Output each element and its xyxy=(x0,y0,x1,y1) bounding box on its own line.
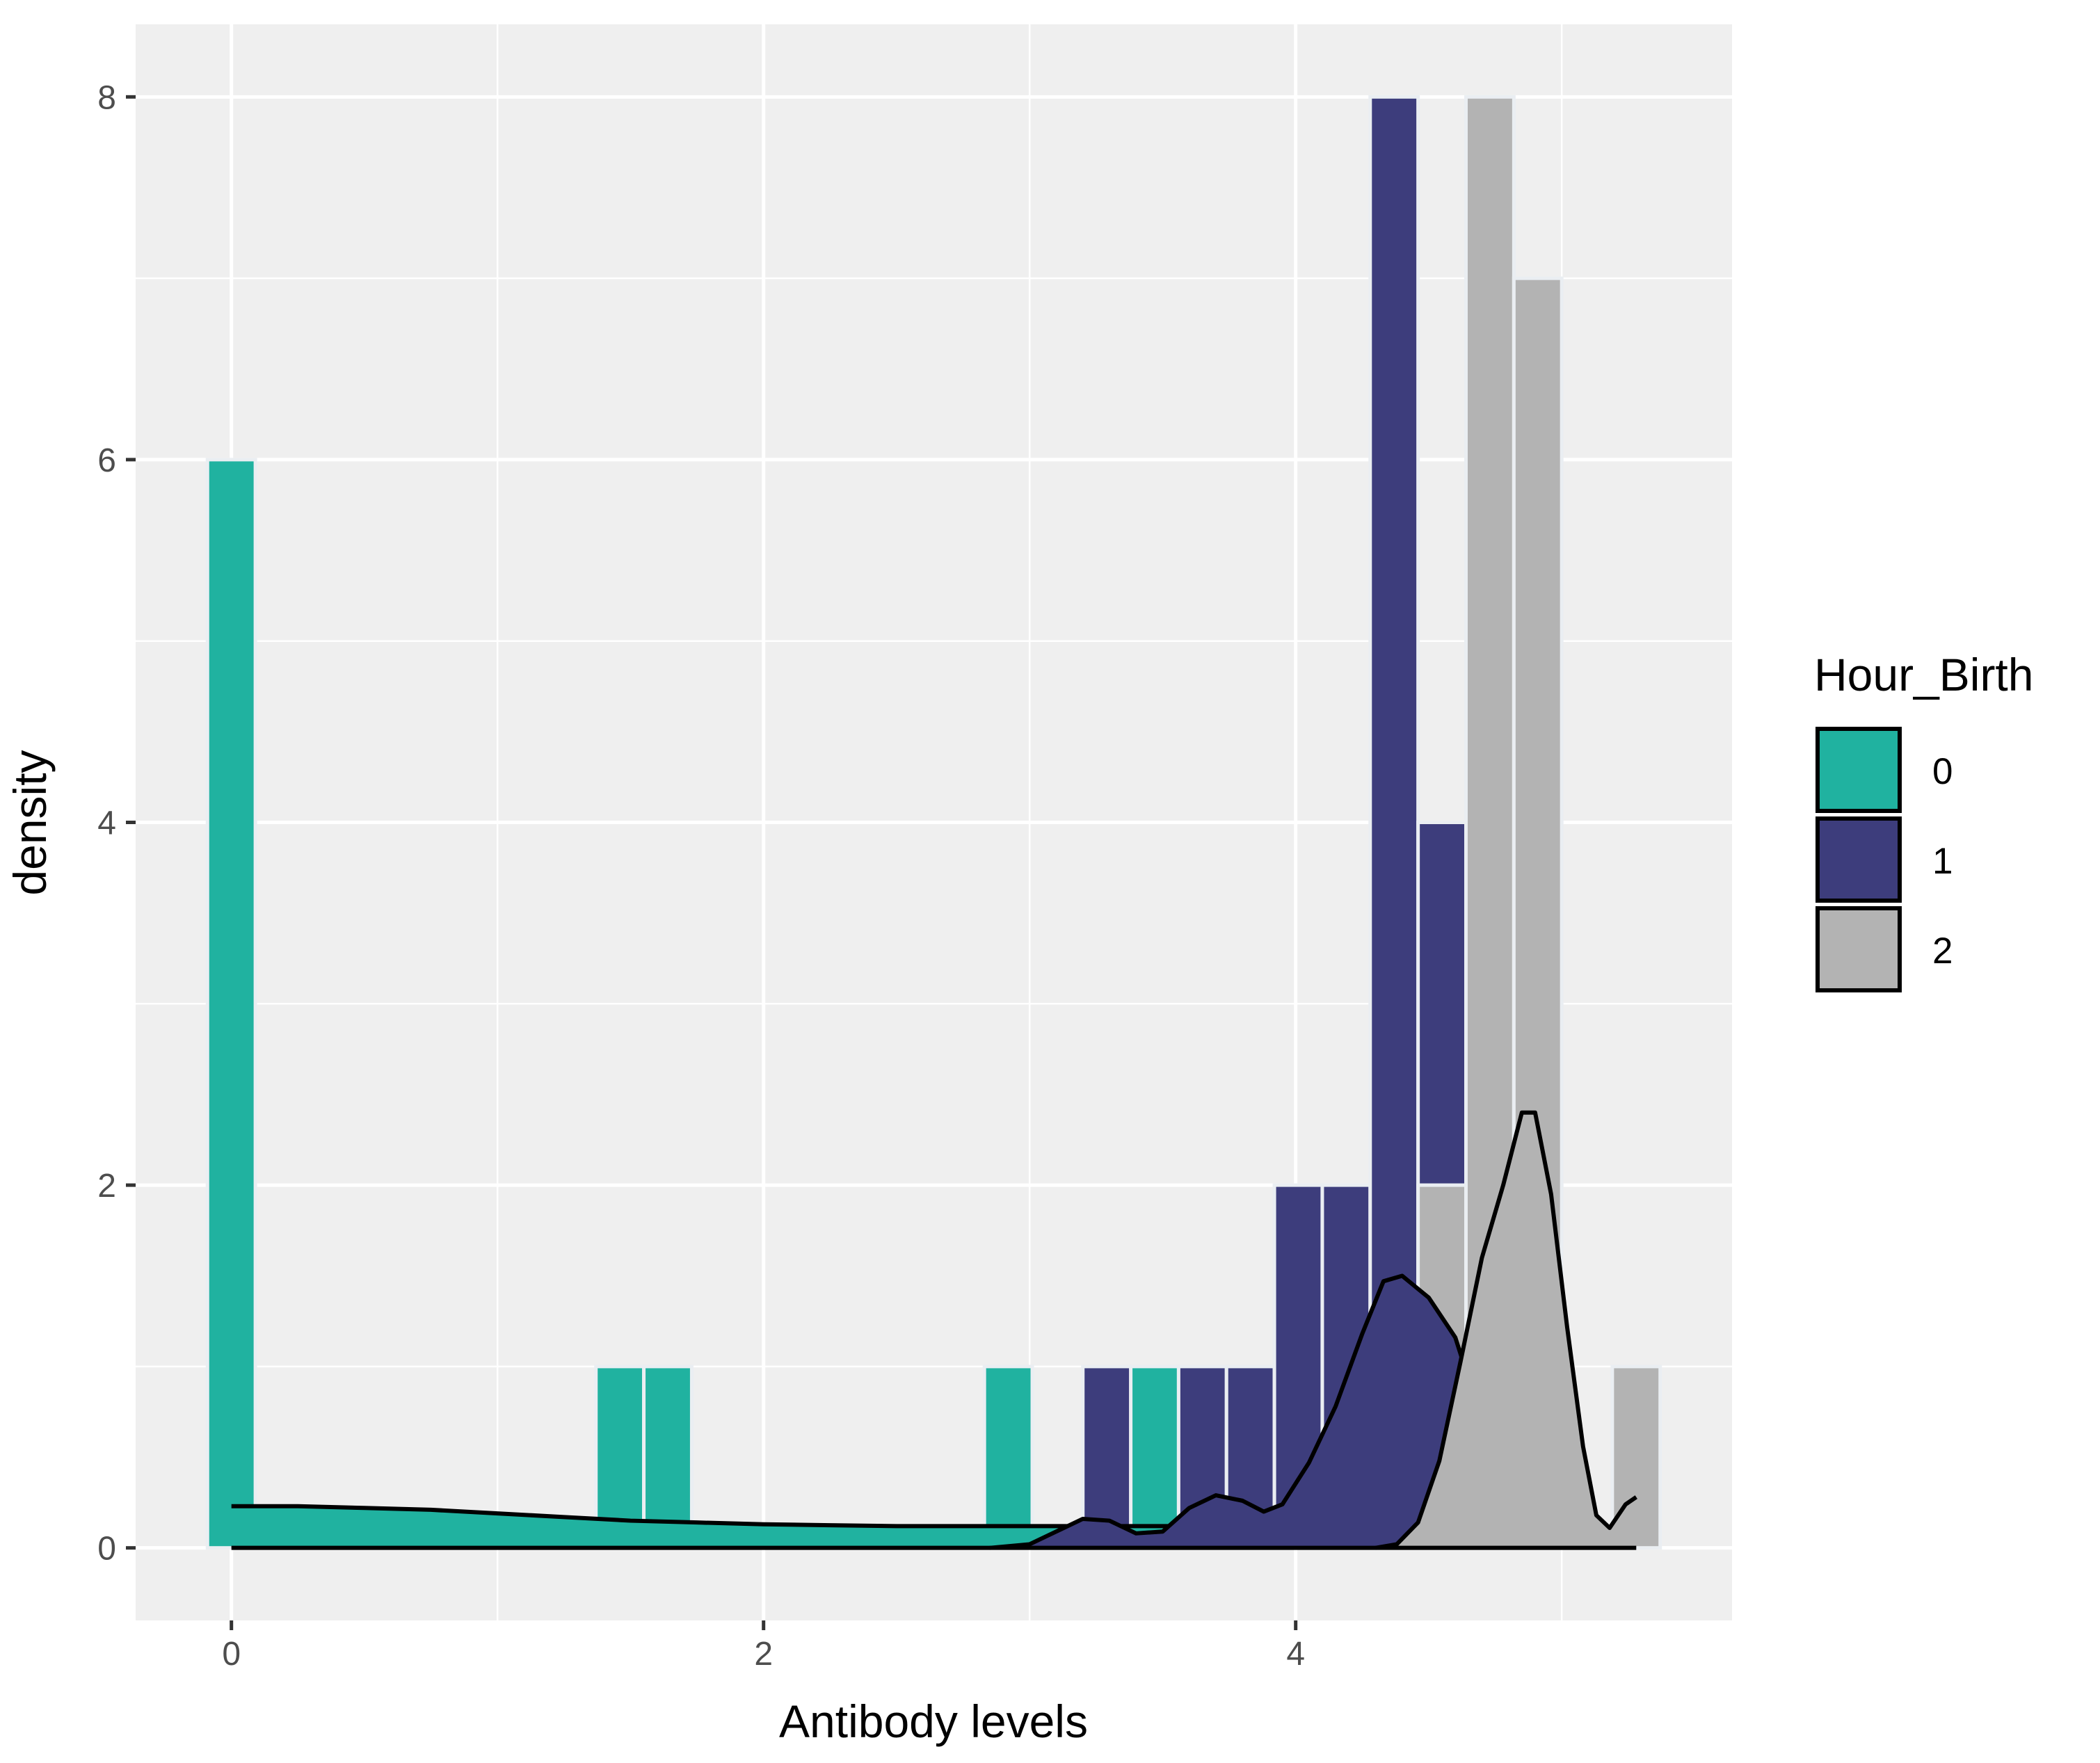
legend-title: Hour_Birth xyxy=(1814,649,2033,700)
axes: 0 2 4 0 2 4 6 8 xyxy=(97,79,1305,1673)
legend-label-0: 0 xyxy=(1932,751,1953,792)
density-line-2 xyxy=(1374,1110,1637,1550)
y-axis-title: density xyxy=(4,750,56,895)
x-tick-label: 2 xyxy=(754,1636,773,1673)
y-tick-label: 8 xyxy=(97,79,116,116)
legend-key-1 xyxy=(1816,816,1902,903)
bar-series-0 xyxy=(642,1364,694,1550)
x-tick-label: 0 xyxy=(222,1636,241,1673)
density-area-1 xyxy=(989,1275,1562,1548)
y-tick-label: 2 xyxy=(97,1168,116,1205)
legend-key-0 xyxy=(1816,727,1902,813)
density-area-2 xyxy=(1375,1112,1637,1548)
bar-series-0 xyxy=(205,458,257,1550)
x-tick-label: 4 xyxy=(1286,1636,1305,1673)
density-curves xyxy=(231,1110,1637,1550)
x-axis-title: Antibody levels xyxy=(779,1696,1088,1747)
legend-label-1: 1 xyxy=(1932,841,1953,882)
legend-label-2: 2 xyxy=(1932,931,1953,972)
legend-key-2 xyxy=(1816,906,1902,992)
y-tick-label: 4 xyxy=(97,805,116,842)
density-line-0 xyxy=(231,1504,1176,1529)
legend: Hour_Birth 0 1 2 xyxy=(1814,649,2033,992)
y-tick-label: 6 xyxy=(97,442,116,479)
density-area-0 xyxy=(231,1506,1176,1548)
y-tick-label: 0 xyxy=(97,1531,116,1568)
bar-series-0 xyxy=(1129,1364,1180,1550)
bar-series-0 xyxy=(982,1364,1034,1550)
